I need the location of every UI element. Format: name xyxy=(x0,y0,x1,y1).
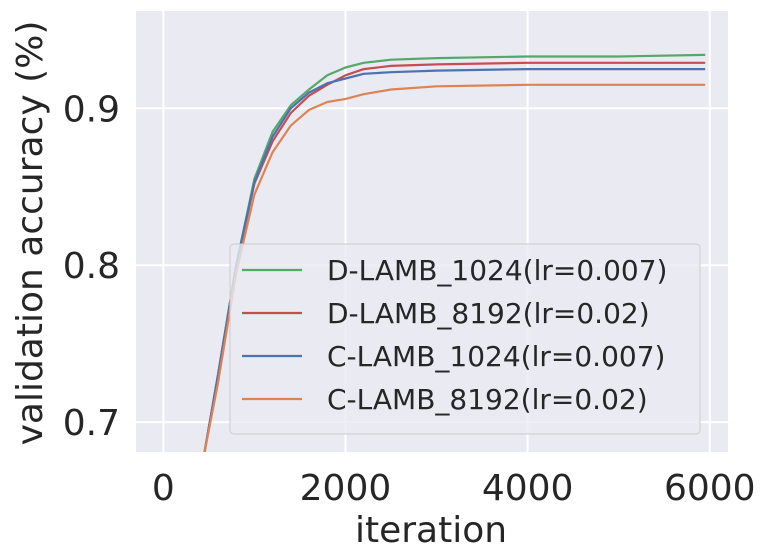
x-tick-label: 2000 xyxy=(300,468,392,509)
legend-label: D-LAMB_1024(lr=0.007) xyxy=(327,254,667,287)
series-line-3 xyxy=(203,68,706,452)
y-tick-labels: 0.7 0.8 0.9 xyxy=(63,89,120,444)
legend-box xyxy=(229,243,701,435)
x-tick-labels: 0 2000 4000 6000 xyxy=(152,468,756,509)
y-axis-label: validation accuracy (%) xyxy=(10,21,51,446)
x-tick-label: 4000 xyxy=(482,468,574,509)
y-tick-label: 0.8 xyxy=(63,246,120,287)
x-tick-label: 0 xyxy=(152,468,175,509)
legend: D-LAMB_1024(lr=0.007) D-LAMB_8192(lr=0.02… xyxy=(229,243,701,435)
y-tick-label: 0.9 xyxy=(63,89,120,130)
legend-label: C-LAMB_1024(lr=0.007) xyxy=(327,340,665,373)
y-tick-label: 0.7 xyxy=(63,403,120,444)
x-axis-label: iteration xyxy=(355,510,507,551)
x-tick-label: 6000 xyxy=(664,468,756,509)
legend-label: D-LAMB_8192(lr=0.02) xyxy=(327,297,650,330)
legend-label: C-LAMB_8192(lr=0.02) xyxy=(327,383,648,416)
